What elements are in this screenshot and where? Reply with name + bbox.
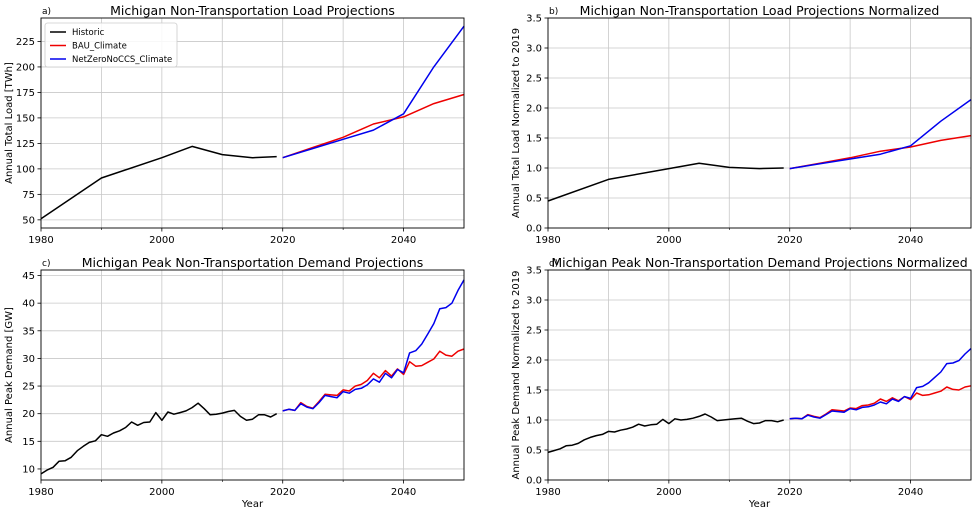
- x-tick-label: 2040: [898, 487, 923, 498]
- legend: Historic BAU_Climate NetZeroNoCCS_Climate: [44, 22, 178, 68]
- series-line-historic: [40, 145, 277, 220]
- legend-entry: Historic: [72, 28, 105, 38]
- chart-panel-4: 1980 2000 2020 2040 0.0 0.5 1.0 1.5 2.0 2.5 3.0 3.5…: [511, 255, 972, 510]
- x-tick-label: 2040: [391, 487, 416, 498]
- x-axis-label: Year: [241, 499, 264, 510]
- chart-panel-1: 1980 2000 2020 2040 50 75 100 125 150 175 200 225 Mi…: [4, 3, 465, 246]
- y-tick-label: 10: [22, 464, 35, 475]
- y-tick-label: 40: [22, 299, 35, 310]
- series-line-historic: [547, 162, 784, 202]
- y-tick-label: 225: [16, 37, 35, 48]
- y-tick-label: 0.0: [526, 476, 542, 487]
- x-tick-label: 1980: [535, 487, 560, 498]
- y-tick-label: 1.5: [526, 134, 542, 145]
- y-tick-label: 15: [22, 437, 35, 448]
- y-tick-label: 1.0: [526, 416, 542, 427]
- y-tick-label: 2.0: [526, 356, 542, 367]
- series-line-netzeronoccs-climate: [789, 348, 972, 420]
- grid: [547, 269, 971, 481]
- x-tick-label: 1980: [28, 235, 53, 246]
- y-tick-label: 1.0: [526, 164, 542, 175]
- y-axis-label: Annual Peak Demand [GW]: [4, 307, 15, 443]
- x-tick-label: 2020: [270, 487, 295, 498]
- plot-frame: [40, 17, 465, 229]
- y-tick-label: 125: [16, 139, 35, 150]
- series-line-historic: [547, 413, 784, 454]
- chart-panel-3: 1980 2000 2020 2040 10 15 20 25 30 35 40 45 Michigan…: [4, 255, 465, 510]
- y-tick-label: 75: [22, 190, 35, 201]
- plot-frame: [40, 269, 465, 481]
- grid: [547, 17, 971, 229]
- panel-label: d): [549, 259, 558, 269]
- x-tick-label: 2020: [777, 487, 802, 498]
- y-axis-label: Annual Peak Demand Normalized to 2019: [511, 270, 522, 479]
- x-tick-label: 2000: [656, 487, 681, 498]
- plot-frame: [547, 17, 972, 229]
- legend-box: [44, 22, 178, 68]
- y-tick-label: 0.0: [526, 224, 542, 235]
- y-tick-label: 0.5: [526, 194, 542, 205]
- y-tick-label: 50: [22, 215, 35, 226]
- x-tick-label: 2040: [391, 235, 416, 246]
- chart-title: Michigan Non-Transportation Load Project…: [580, 3, 940, 18]
- x-tick-label: 2020: [777, 235, 802, 246]
- y-tick-label: 1.5: [526, 386, 542, 397]
- y-axis-label: Annual Total Load Normalized to 2019: [511, 28, 522, 218]
- y-tick-label: 100: [16, 164, 35, 175]
- x-tick-label: 2020: [270, 235, 295, 246]
- legend-entry: BAU_Climate: [72, 42, 127, 52]
- y-tick-label: 0.5: [526, 446, 542, 457]
- y-axis-label: Annual Total Load [TWh]: [4, 62, 15, 184]
- x-tick-label: 2000: [149, 235, 174, 246]
- y-tick-label: 200: [16, 62, 35, 73]
- y-tick-label: 3.5: [526, 14, 542, 25]
- series-line-netzeronoccs-climate: [282, 25, 465, 159]
- chart-panel-2: 1980 2000 2020 2040 0.0 0.5 1.0 1.5 2.0 2.5 3.0 3.5…: [511, 3, 972, 246]
- y-tick-label: 2.5: [526, 74, 542, 85]
- legend-entry: NetZeroNoCCS_Climate: [72, 55, 172, 65]
- grid: [40, 18, 464, 228]
- series-line-netzeronoccs-climate: [282, 279, 465, 412]
- chart-title: Michigan Non-Transportation Load Project…: [110, 3, 395, 18]
- y-tick-label: 20: [22, 409, 35, 420]
- y-tick-label: 45: [22, 271, 35, 282]
- plot-frame: [547, 269, 972, 481]
- y-tick-label: 175: [16, 88, 35, 99]
- x-tick-label: 2000: [149, 487, 174, 498]
- x-tick-label: 2000: [656, 235, 681, 246]
- panel-label: b): [549, 7, 558, 17]
- y-tick-label: 150: [16, 113, 35, 124]
- y-tick-label: 2.0: [526, 104, 542, 115]
- y-tick-label: 25: [22, 382, 35, 393]
- y-tick-label: 3.0: [526, 44, 542, 55]
- x-tick-label: 2040: [898, 235, 923, 246]
- y-tick-label: 3.5: [526, 266, 542, 277]
- y-tick-label: 35: [22, 326, 35, 337]
- y-tick-label: 30: [22, 354, 35, 365]
- panel-label: a): [42, 7, 51, 17]
- x-tick-label: 1980: [535, 235, 560, 246]
- series-line-historic: [40, 402, 278, 475]
- chart-title: Michigan Peak Non-Transportation Demand …: [82, 255, 424, 270]
- series-line-netzeronoccs-climate: [789, 98, 972, 170]
- x-tick-label: 1980: [28, 487, 53, 498]
- x-axis-label: Year: [748, 499, 771, 510]
- series-line-bau-climate: [282, 93, 465, 159]
- y-tick-label: 2.5: [526, 326, 542, 337]
- grid: [40, 270, 464, 480]
- y-tick-label: 3.0: [526, 296, 542, 307]
- panel-label: c): [42, 259, 50, 269]
- chart-title: Michigan Peak Non-Transportation Demand …: [551, 255, 967, 270]
